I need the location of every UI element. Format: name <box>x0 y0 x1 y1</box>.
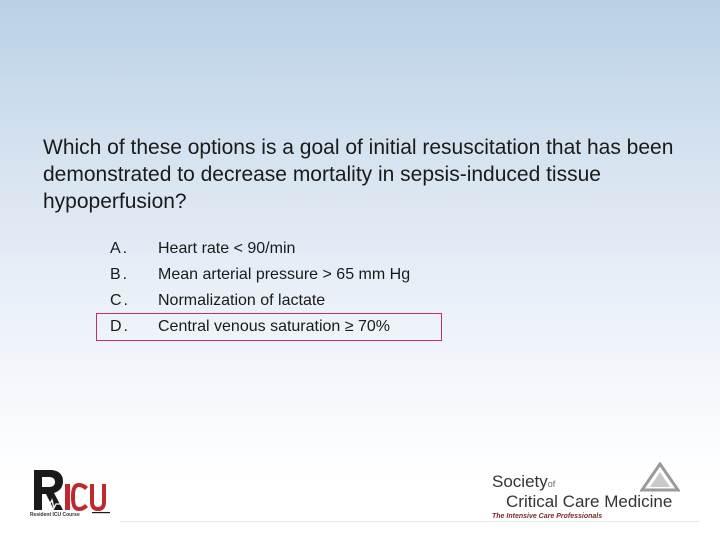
sccm-triangle-mark-icon <box>640 462 680 492</box>
ricu-tagline: Resident ICU Course <box>30 512 80 518</box>
footer-divider <box>120 521 700 522</box>
sccm-of-word: of <box>547 479 556 489</box>
option-b: B. Mean arterial pressure > 65 mm Hg <box>110 262 470 288</box>
option-d-text: Central venous saturation ≥ 70% <box>158 318 391 335</box>
sccm-society-word: Society <box>492 472 548 491</box>
answer-options-list: A. Heart rate < 90/min B. Mean arterial … <box>110 236 470 340</box>
option-b-letter: B. <box>110 266 130 283</box>
option-a: A. Heart rate < 90/min <box>110 236 470 262</box>
option-a-text: Heart rate < 90/min <box>158 240 296 257</box>
ricu-logo: Resident ICU Course <box>30 466 130 522</box>
sccm-line1: Societyof <box>492 472 555 492</box>
sccm-line2: Critical Care Medicine <box>506 492 673 511</box>
question-text: Which of these options is a goal of init… <box>43 136 674 213</box>
option-b-text: Mean arterial pressure > 65 mm Hg <box>158 266 411 283</box>
sccm-tagline: The Intensive Care Professionals <box>492 513 603 520</box>
option-c: C. Normalization of lactate <box>110 288 470 314</box>
correct-answer-highlight <box>96 313 442 341</box>
option-d: D. Central venous saturation ≥ 70% <box>110 314 470 340</box>
option-c-text: Normalization of lactate <box>158 292 326 309</box>
option-a-letter: A. <box>110 240 130 257</box>
ricu-logo-mark <box>34 470 110 514</box>
option-d-letter: D. <box>110 318 130 335</box>
option-c-letter: C. <box>110 292 130 309</box>
sccm-logo: Societyof Critical Care Medicine The Int… <box>490 462 690 522</box>
